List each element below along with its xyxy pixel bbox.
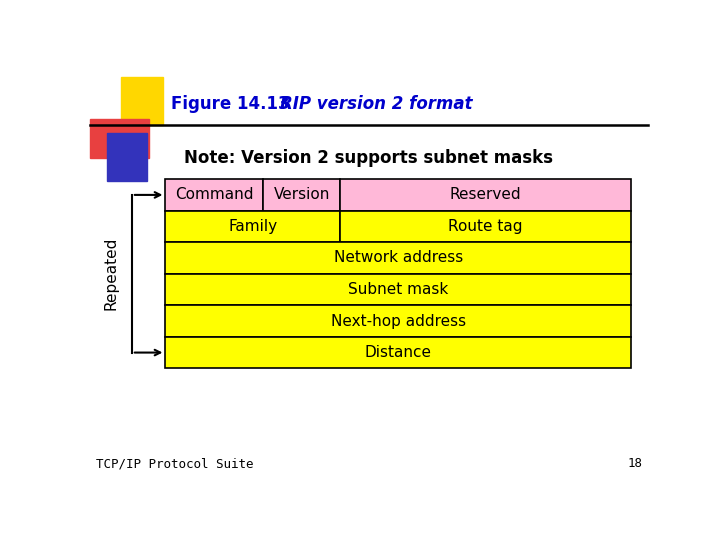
Text: RIP version 2 format: RIP version 2 format — [279, 95, 472, 113]
Bar — [166, 274, 631, 305]
Bar — [166, 305, 631, 337]
Bar — [107, 133, 147, 181]
Bar — [90, 119, 148, 158]
Bar — [166, 337, 631, 368]
Text: Command: Command — [175, 187, 253, 202]
Text: 18: 18 — [627, 457, 642, 470]
Text: Subnet mask: Subnet mask — [348, 282, 449, 297]
Text: Next-hop address: Next-hop address — [330, 314, 466, 328]
Bar — [166, 242, 631, 274]
Text: Route tag: Route tag — [449, 219, 523, 234]
Bar — [340, 179, 631, 211]
Text: Figure 14.13: Figure 14.13 — [171, 95, 289, 113]
Text: TCP/IP Protocol Suite: TCP/IP Protocol Suite — [96, 457, 253, 470]
Text: Family: Family — [228, 219, 277, 234]
Text: Repeated: Repeated — [104, 237, 119, 310]
Bar — [166, 211, 340, 242]
Bar — [264, 179, 340, 211]
Bar — [166, 179, 264, 211]
Text: Version: Version — [274, 187, 330, 202]
Text: Note: Version 2 supports subnet masks: Note: Version 2 supports subnet masks — [184, 150, 554, 167]
Text: Distance: Distance — [365, 345, 432, 360]
Text: Reserved: Reserved — [450, 187, 521, 202]
Bar — [121, 77, 163, 125]
Text: Network address: Network address — [333, 251, 463, 266]
Bar — [340, 211, 631, 242]
